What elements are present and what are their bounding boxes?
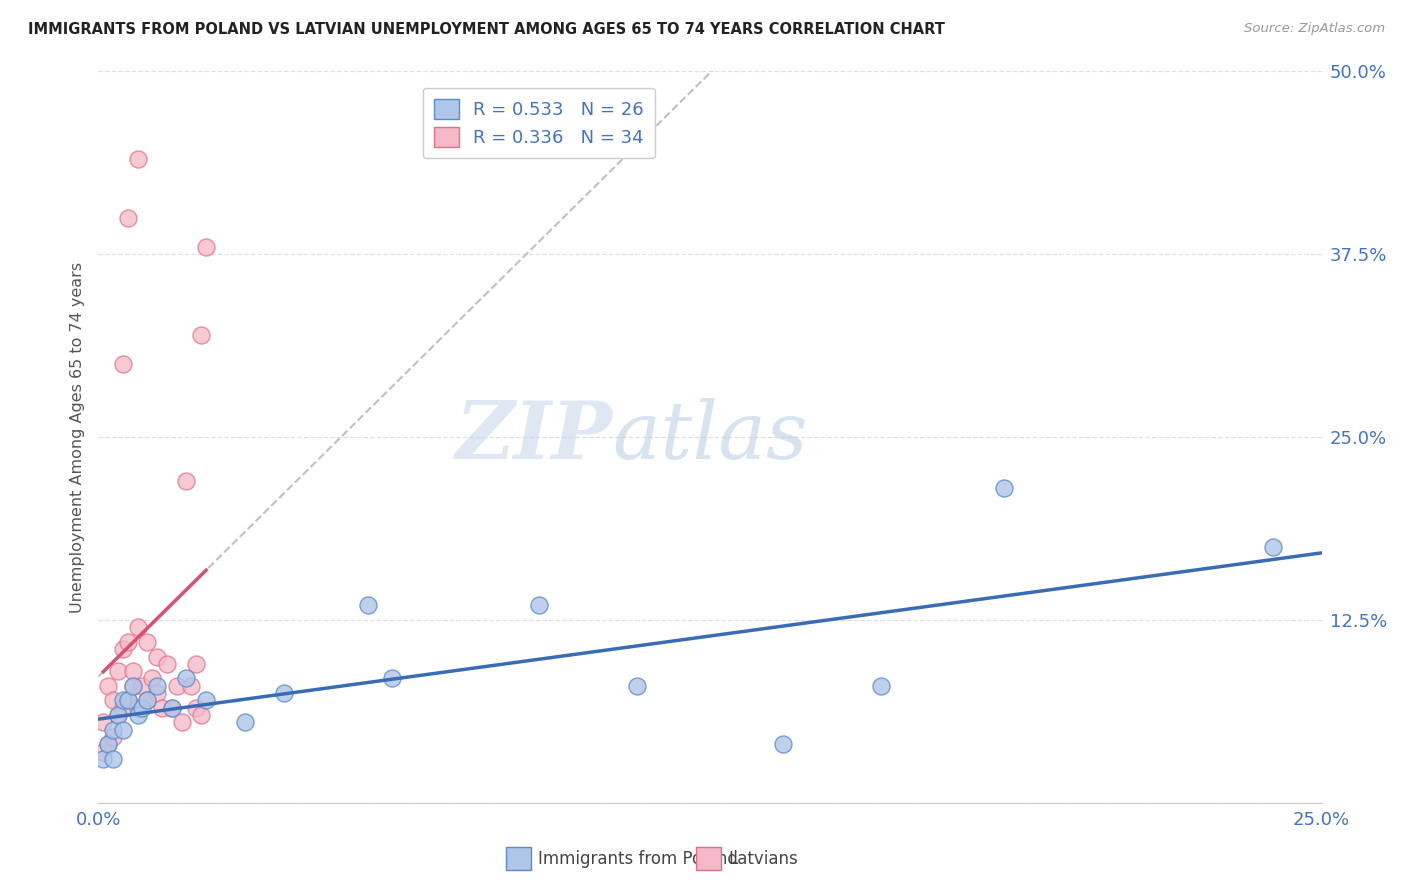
Point — [136, 635, 159, 649]
Point — [111, 700, 134, 714]
Point — [111, 642, 134, 657]
Point — [146, 679, 169, 693]
Point — [111, 723, 134, 737]
Point — [160, 700, 183, 714]
Point — [146, 649, 169, 664]
Point — [91, 715, 114, 730]
Point — [97, 737, 120, 751]
Point — [626, 679, 648, 693]
Point — [117, 635, 139, 649]
Point — [170, 715, 193, 730]
Point — [870, 679, 893, 693]
Point — [91, 752, 114, 766]
Point — [97, 679, 120, 693]
Point — [273, 686, 295, 700]
Point — [121, 664, 143, 678]
Point — [107, 708, 129, 723]
Legend: R = 0.533   N = 26, R = 0.336   N = 34: R = 0.533 N = 26, R = 0.336 N = 34 — [423, 87, 655, 158]
Point — [127, 620, 149, 634]
Point — [381, 672, 404, 686]
Point — [233, 715, 256, 730]
Point — [527, 599, 550, 613]
Point — [176, 474, 198, 488]
Point — [101, 693, 124, 707]
Point — [101, 730, 124, 744]
Point — [1261, 540, 1284, 554]
Point — [160, 700, 183, 714]
Point — [136, 693, 159, 707]
Point — [195, 240, 218, 254]
Point — [993, 481, 1015, 495]
Point — [101, 752, 124, 766]
Point — [127, 708, 149, 723]
Point — [111, 357, 134, 371]
Point — [772, 737, 794, 751]
Point — [195, 693, 218, 707]
Text: Source: ZipAtlas.com: Source: ZipAtlas.com — [1244, 22, 1385, 36]
Point — [146, 686, 169, 700]
Point — [190, 708, 212, 723]
Point — [117, 211, 139, 225]
Point — [101, 723, 124, 737]
Point — [117, 693, 139, 707]
Text: Latvians: Latvians — [728, 849, 799, 868]
Text: ZIP: ZIP — [456, 399, 612, 475]
Point — [91, 745, 114, 759]
Point — [111, 693, 134, 707]
Point — [97, 737, 120, 751]
Text: atlas: atlas — [612, 399, 807, 475]
Text: IMMIGRANTS FROM POLAND VS LATVIAN UNEMPLOYMENT AMONG AGES 65 TO 74 YEARS CORRELA: IMMIGRANTS FROM POLAND VS LATVIAN UNEMPL… — [28, 22, 945, 37]
Point — [121, 679, 143, 693]
Point — [127, 700, 149, 714]
Point — [131, 700, 153, 714]
Point — [127, 152, 149, 166]
Point — [107, 708, 129, 723]
Point — [150, 700, 173, 714]
Point — [156, 657, 179, 671]
Point — [356, 599, 378, 613]
Point — [186, 700, 208, 714]
Point — [190, 327, 212, 342]
Point — [107, 664, 129, 678]
Point — [180, 679, 202, 693]
Point — [166, 679, 188, 693]
Text: Immigrants from Poland: Immigrants from Poland — [538, 849, 738, 868]
Point — [117, 693, 139, 707]
Point — [136, 693, 159, 707]
Point — [141, 672, 163, 686]
Point — [176, 672, 198, 686]
Point — [186, 657, 208, 671]
Point — [131, 679, 153, 693]
Point — [121, 679, 143, 693]
Y-axis label: Unemployment Among Ages 65 to 74 years: Unemployment Among Ages 65 to 74 years — [69, 261, 84, 613]
